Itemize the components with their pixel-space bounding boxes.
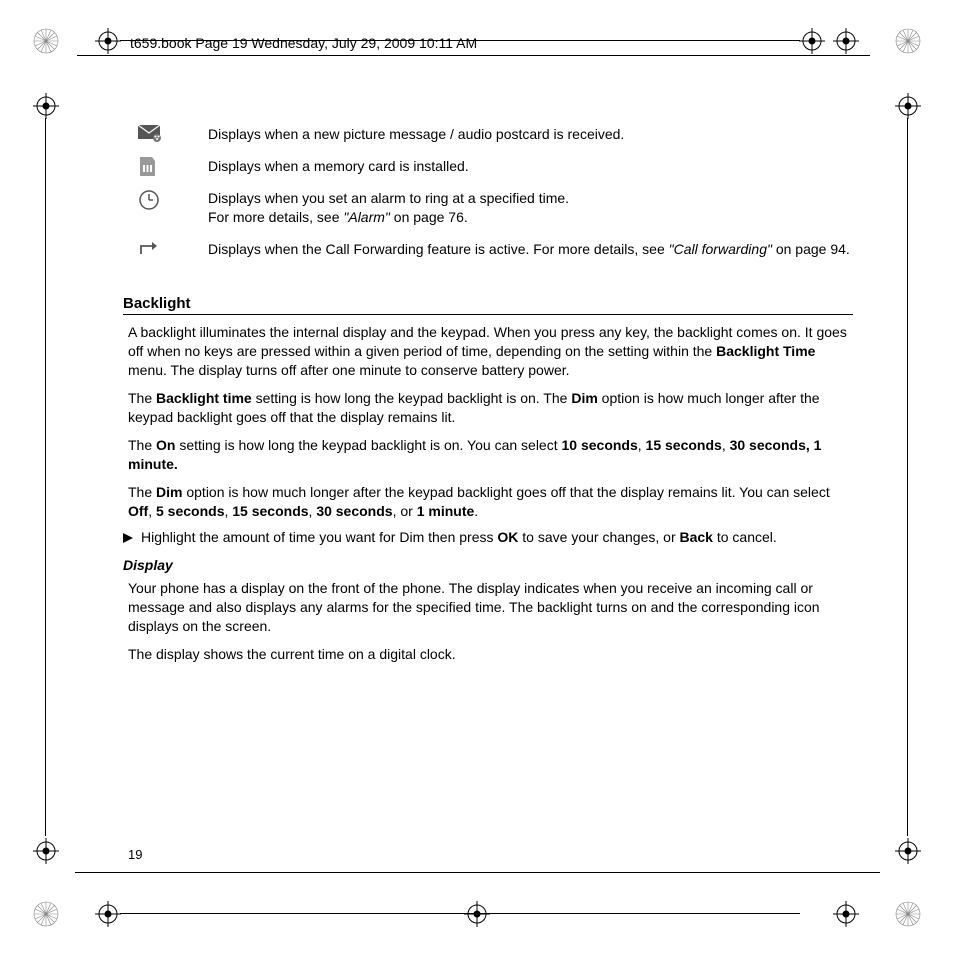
body-paragraph: The Backlight time setting is how long t… [128, 389, 853, 427]
star-reg-icon [33, 28, 59, 54]
body-paragraph: A backlight illuminates the internal dis… [128, 323, 853, 380]
backlight-heading: Backlight [123, 295, 853, 315]
body-paragraph: The Dim option is how much longer after … [128, 483, 853, 521]
display-heading: Display [123, 557, 853, 573]
star-reg-icon [895, 901, 921, 927]
crosshair-icon [833, 901, 859, 927]
crosshair-icon [895, 838, 921, 864]
crop-line [907, 118, 908, 836]
crosshair-icon [799, 28, 825, 54]
crop-line [75, 872, 880, 873]
body-paragraph: Your phone has a display on the front of… [128, 579, 853, 636]
crosshair-icon [95, 28, 121, 54]
crop-line [45, 118, 46, 836]
bullet-instruction: Highlight the amount of time you want fo… [123, 529, 853, 545]
star-reg-icon [33, 901, 59, 927]
crosshair-icon [33, 838, 59, 864]
crosshair-icon [33, 93, 59, 119]
icon-description: Displays when you set an alarm to ring a… [208, 189, 853, 240]
crosshair-icon [95, 901, 121, 927]
crosshair-icon [464, 901, 490, 927]
crosshair-icon [895, 93, 921, 119]
clock-icon [138, 189, 208, 211]
envelope-icon [138, 125, 208, 143]
star-reg-icon [895, 28, 921, 54]
body-paragraph: The On setting is how long the keypad ba… [128, 436, 853, 474]
crop-line [120, 913, 800, 914]
document-header: t659.book Page 19 Wednesday, July 29, 20… [130, 35, 477, 51]
crop-line [77, 55, 870, 56]
memory-card-icon [138, 157, 208, 177]
document-page: t659.book Page 19 Wednesday, July 29, 20… [0, 0, 954, 954]
forward-icon [138, 240, 208, 258]
icon-description: Displays when a memory card is installed… [208, 157, 853, 189]
body-paragraph: The display shows the current time on a … [128, 645, 853, 664]
icon-description: Displays when the Call Forwarding featur… [208, 240, 853, 272]
triangle-bullet-icon [123, 533, 133, 543]
page-number: 19 [128, 847, 142, 862]
main-content: Displays when a new picture message / au… [128, 125, 853, 673]
icon-description-table: Displays when a new picture message / au… [128, 125, 853, 271]
crosshair-icon [833, 28, 859, 54]
icon-description: Displays when a new picture message / au… [208, 125, 853, 157]
